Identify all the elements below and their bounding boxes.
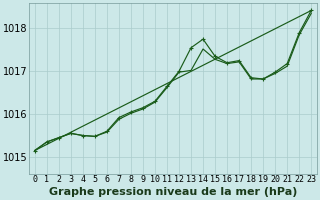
X-axis label: Graphe pression niveau de la mer (hPa): Graphe pression niveau de la mer (hPa) [49, 187, 297, 197]
